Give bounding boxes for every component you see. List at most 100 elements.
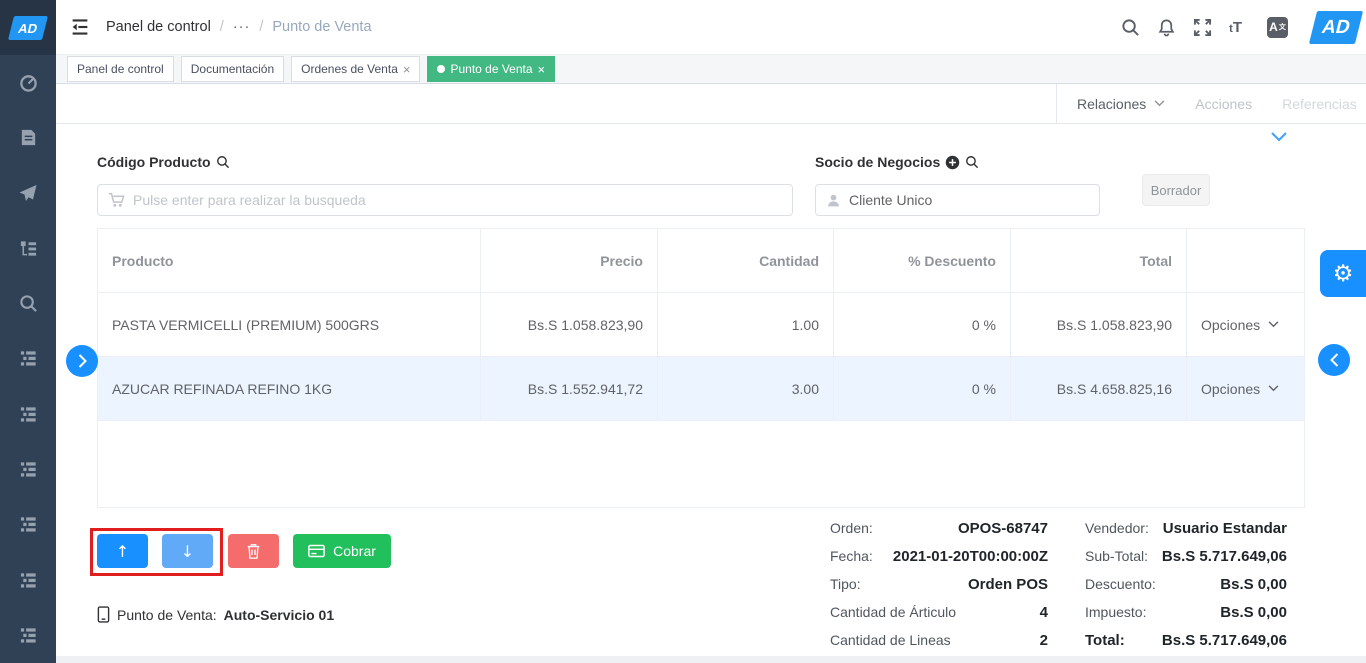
sidebar-item-window-3[interactable] xyxy=(0,442,56,497)
order-date: 2021-01-20T00:00:00Z xyxy=(892,547,1048,565)
move-line-down-button[interactable]: ↓ xyxy=(162,534,213,568)
column-header-cantidad[interactable]: Cantidad xyxy=(658,229,834,292)
active-dot-icon xyxy=(437,65,446,73)
payment-card-icon xyxy=(308,544,325,558)
table-row[interactable]: PASTA VERMICELLI (PREMIUM) 500GRS Bs.S 1… xyxy=(98,293,1304,357)
business-partner-label: Socio de Negocios xyxy=(815,154,979,170)
search-icon[interactable] xyxy=(965,155,979,169)
draft-status-button[interactable]: Borrador xyxy=(1142,174,1210,206)
fullscreen-icon[interactable] xyxy=(1193,18,1212,37)
summary-row-descuento: Descuento: Bs.S 0,00 xyxy=(1085,575,1287,593)
summary-row-vendedor: Vendedor: Usuario Estandar xyxy=(1085,519,1287,537)
close-icon[interactable]: × xyxy=(402,61,411,77)
breadcrumb: Panel de control / ··· / Punto de Venta xyxy=(106,19,372,35)
order-summary-left: Orden: OPOS-68747 Fecha: 2021-01-20T00:00:… xyxy=(830,514,1048,654)
business-partner-input[interactable] xyxy=(849,185,1099,215)
menu-acciones: Acciones xyxy=(1195,95,1253,112)
sidebar-item-window-4[interactable] xyxy=(0,497,56,552)
pos-terminal-value: Auto-Servicio 01 xyxy=(223,606,335,623)
tree-table-icon xyxy=(19,460,38,479)
notifications-bell-icon[interactable] xyxy=(1157,18,1176,37)
search-icon xyxy=(19,294,38,313)
row-options-dropdown[interactable]: Opciones xyxy=(1201,317,1279,333)
tree-table-icon xyxy=(19,349,38,368)
sidebar-item-dashboard[interactable] xyxy=(0,55,56,110)
sidebar-item-documents[interactable] xyxy=(0,110,56,165)
cobrar-pay-button[interactable]: Cobrar xyxy=(293,534,391,568)
order-summary-right: Vendedor: Usuario Estandar Sub-Total: Bs.S… xyxy=(1085,514,1287,654)
arrow-down-icon: ↓ xyxy=(180,541,195,561)
summary-row-fecha: Fecha: 2021-01-20T00:00:00Z xyxy=(830,547,1048,565)
delete-line-button[interactable] xyxy=(228,534,279,568)
product-search-input[interactable] xyxy=(133,185,792,215)
summary-row-total: Total: Bs.S 5.717.649,06 xyxy=(1085,631,1287,649)
context-menu: Relaciones Acciones Referencias xyxy=(1056,84,1366,124)
tree-table-icon xyxy=(19,405,38,424)
sidebar-item-tree-menu[interactable] xyxy=(0,221,56,276)
subtotal-amount: Bs.S 5.717.649,06 xyxy=(1161,547,1287,565)
chevron-down-icon xyxy=(1268,385,1279,392)
tree-table-icon xyxy=(19,626,38,645)
breadcrumb-separator: / xyxy=(259,19,264,35)
cell-qty: 3.00 xyxy=(658,357,834,420)
tag-documentacion[interactable]: Documentación xyxy=(180,56,285,82)
sidebar-item-window-6[interactable] xyxy=(0,608,56,663)
sidebar-item-window-5[interactable] xyxy=(0,552,56,607)
gear-icon: ⚙ xyxy=(1332,260,1354,287)
font-size-icon[interactable]: tT xyxy=(1229,18,1242,36)
summary-row-cantidad-articulo: Cantidad de Árticulo 4 xyxy=(830,603,1048,621)
pos-terminal-label: Punto de Venta: xyxy=(117,606,217,623)
row-options-dropdown[interactable]: Opciones xyxy=(1201,381,1279,397)
collapse-panel-chevron-down-icon[interactable] xyxy=(1271,132,1287,142)
column-header-descuento[interactable]: % Descuento xyxy=(834,229,1011,292)
tag-panel-de-control[interactable]: Panel de control xyxy=(67,56,174,82)
column-header-total[interactable]: Total xyxy=(1011,229,1187,292)
plus-circle-icon[interactable] xyxy=(945,155,960,170)
tax-amount: Bs.S 0,00 xyxy=(1220,603,1287,621)
settings-gear-button[interactable]: ⚙ xyxy=(1320,250,1366,297)
arrow-up-icon: ↑ xyxy=(115,541,130,561)
tree-table-icon xyxy=(19,571,38,590)
move-line-up-button[interactable]: ↑ xyxy=(97,534,148,568)
sidebar-item-window-2[interactable] xyxy=(0,387,56,442)
column-header-opciones xyxy=(1187,229,1304,292)
menu-referencias: Referencias xyxy=(1282,96,1366,112)
expand-right-panel-button[interactable] xyxy=(1318,344,1350,376)
column-header-producto[interactable]: Producto xyxy=(98,229,481,292)
expand-left-panel-button[interactable] xyxy=(66,345,98,377)
brand-logo-icon: AD xyxy=(1308,10,1364,44)
cell-price: Bs.S 1.552.941,72 xyxy=(481,357,658,420)
main-area: Panel de control / ··· / Punto de Venta … xyxy=(56,0,1366,663)
cell-product: PASTA VERMICELLI (PREMIUM) 500GRS xyxy=(98,293,481,356)
order-type: Orden POS xyxy=(967,575,1048,593)
tag-punto-de-venta[interactable]: Punto de Venta × xyxy=(427,56,556,82)
app-logo[interactable]: AD xyxy=(1308,10,1364,44)
summary-row-impuesto: Impuesto: Bs.S 0,00 xyxy=(1085,603,1287,621)
item-count: 4 xyxy=(1039,603,1048,621)
tree-list-icon xyxy=(19,239,38,258)
sidebar-item-search[interactable] xyxy=(0,276,56,331)
column-header-precio[interactable]: Precio xyxy=(481,229,658,292)
menu-relaciones[interactable]: Relaciones xyxy=(1077,96,1165,112)
tags-view-bar: Panel de control Documentación Ordenes d… xyxy=(56,55,1366,84)
sidebar-logo[interactable]: AD xyxy=(0,0,56,55)
tag-ordenes-de-venta[interactable]: Ordenes de Venta × xyxy=(291,56,421,82)
cell-qty: 1.00 xyxy=(658,293,834,356)
breadcrumb-root[interactable]: Panel de control xyxy=(106,19,211,35)
summary-row-orden: Orden: OPOS-68747 xyxy=(830,519,1048,537)
search-icon[interactable] xyxy=(1121,18,1140,37)
close-icon[interactable]: × xyxy=(537,61,546,77)
summary-row-cantidad-lineas: Cantidad de Lineas 2 xyxy=(830,631,1048,649)
breadcrumb-ellipsis[interactable]: ··· xyxy=(232,19,251,35)
summary-row-subtotal: Sub-Total: Bs.S 5.717.649,06 xyxy=(1085,547,1287,565)
table-row-selected[interactable]: AZUCAR REFINADA REFINO 1KG Bs.S 1.552.94… xyxy=(98,357,1304,421)
brand-logo-icon: AD xyxy=(8,15,48,40)
hamburger-fold-icon[interactable] xyxy=(70,18,90,36)
pos-panel: Código Producto Socio de Negocios xyxy=(56,124,1366,656)
sidebar-item-window-1[interactable] xyxy=(0,331,56,386)
sidebar-item-send[interactable] xyxy=(0,166,56,221)
tree-table-icon xyxy=(19,515,38,534)
cell-product: AZUCAR REFINADA REFINO 1KG xyxy=(98,357,481,420)
document-icon xyxy=(19,128,38,147)
